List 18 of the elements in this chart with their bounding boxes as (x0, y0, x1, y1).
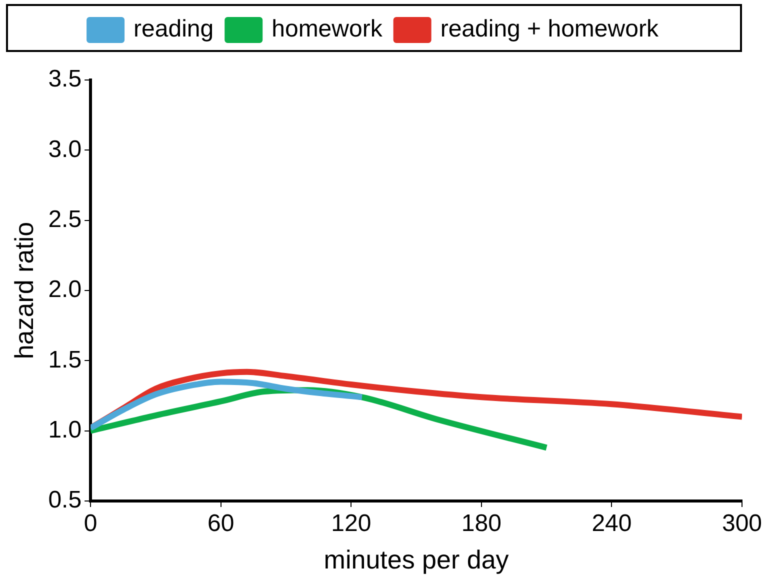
y-tick-label: 1.5 (48, 346, 82, 374)
y-axis-title: hazard ratio (8, 222, 39, 360)
y-tick-label: 1.0 (48, 416, 82, 444)
legend-label: reading (134, 16, 214, 43)
x-tick-label: 180 (461, 510, 502, 538)
x-tick-label: 0 (84, 510, 98, 538)
y-tick-label: 3.0 (48, 136, 82, 163)
legend-label: reading + homework (440, 16, 660, 43)
y-tick-label: 3.5 (48, 66, 82, 93)
x-tick-label: 120 (331, 510, 372, 538)
x-tick-label: 240 (592, 510, 632, 538)
x-tick-label: 60 (208, 510, 234, 538)
y-tick-label: 0.5 (48, 486, 82, 514)
legend-label: homework (272, 16, 384, 43)
x-tick-label: 300 (722, 510, 762, 538)
x-axis-title: minutes per day (324, 544, 509, 575)
y-tick-label: 2.0 (48, 276, 82, 304)
y-tick-label: 2.5 (48, 206, 82, 233)
